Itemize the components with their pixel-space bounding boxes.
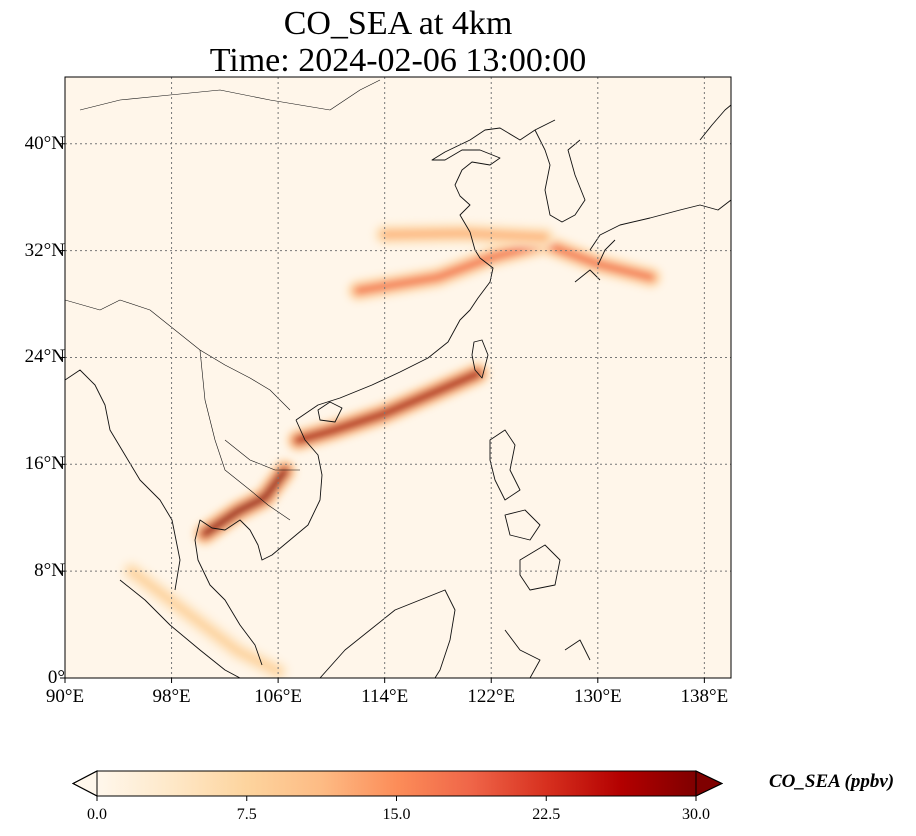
coastlines — [65, 79, 731, 678]
x-tick-label: 106°E — [254, 686, 302, 707]
map-frame — [64, 76, 732, 679]
plume-north-band — [381, 229, 549, 241]
chart-title: CO_SEA at 4km — [283, 5, 513, 42]
korea-coastline — [534, 129, 586, 223]
x-tick-label: 130°E — [573, 686, 622, 707]
x-tick-label: 90°E — [45, 686, 85, 707]
y-tick-label: 8°N — [34, 560, 65, 582]
myanmar-coastline — [65, 369, 181, 591]
plume-malay-peninsula — [128, 567, 282, 675]
colorbar-extend-min — [71, 770, 98, 797]
luzon-coastline — [489, 429, 521, 501]
colorbar-label: CO_SEA (ppbv) — [769, 771, 895, 792]
sumatra-coastline — [119, 579, 241, 678]
china-coastline — [295, 119, 556, 421]
indochina-coastline — [194, 419, 323, 666]
map-background — [65, 77, 731, 678]
sulawesi-coastline — [504, 629, 591, 678]
y-tick-label: 24°N — [24, 346, 65, 368]
y-tick-label: 16°N — [24, 453, 65, 475]
colorbar-gradient — [97, 771, 696, 796]
colorbar-tick-label: 22.5 — [532, 806, 561, 823]
y-tick-label: 40°N — [24, 132, 65, 154]
plume-east-china-to-japan — [354, 240, 655, 295]
colorbar — [71, 770, 724, 801]
x-tick-label: 114°E — [361, 686, 409, 707]
mindanao-coastline — [519, 544, 561, 591]
x-tick-label: 122°E — [467, 686, 516, 707]
country-borders — [65, 79, 381, 521]
y-tick-label: 0° — [47, 667, 65, 688]
colorbar-tick-label: 7.5 — [236, 806, 257, 823]
visayas-coastline — [504, 509, 541, 541]
hainan-coastline — [317, 401, 343, 423]
colorbar-tick-label: 15.0 — [382, 806, 411, 823]
borneo-coastline — [319, 589, 456, 678]
plume-indochina — [201, 467, 289, 538]
y-tick-label: 32°N — [24, 239, 65, 261]
chart-subtitle-time: Time: 2024-02-06 13:00:00 — [209, 42, 587, 79]
gridlines — [65, 77, 731, 678]
japan-north — [699, 104, 731, 141]
colorbar-tick-label: 0.0 — [87, 806, 107, 823]
japan-coastline — [574, 199, 731, 283]
taiwan-coastline — [471, 339, 489, 379]
colorbar-extend-max — [695, 770, 724, 797]
x-tick-label: 138°E — [680, 686, 729, 707]
x-tick-label: 98°E — [152, 686, 191, 707]
colorbar-tick-label: 30.0 — [682, 806, 710, 823]
